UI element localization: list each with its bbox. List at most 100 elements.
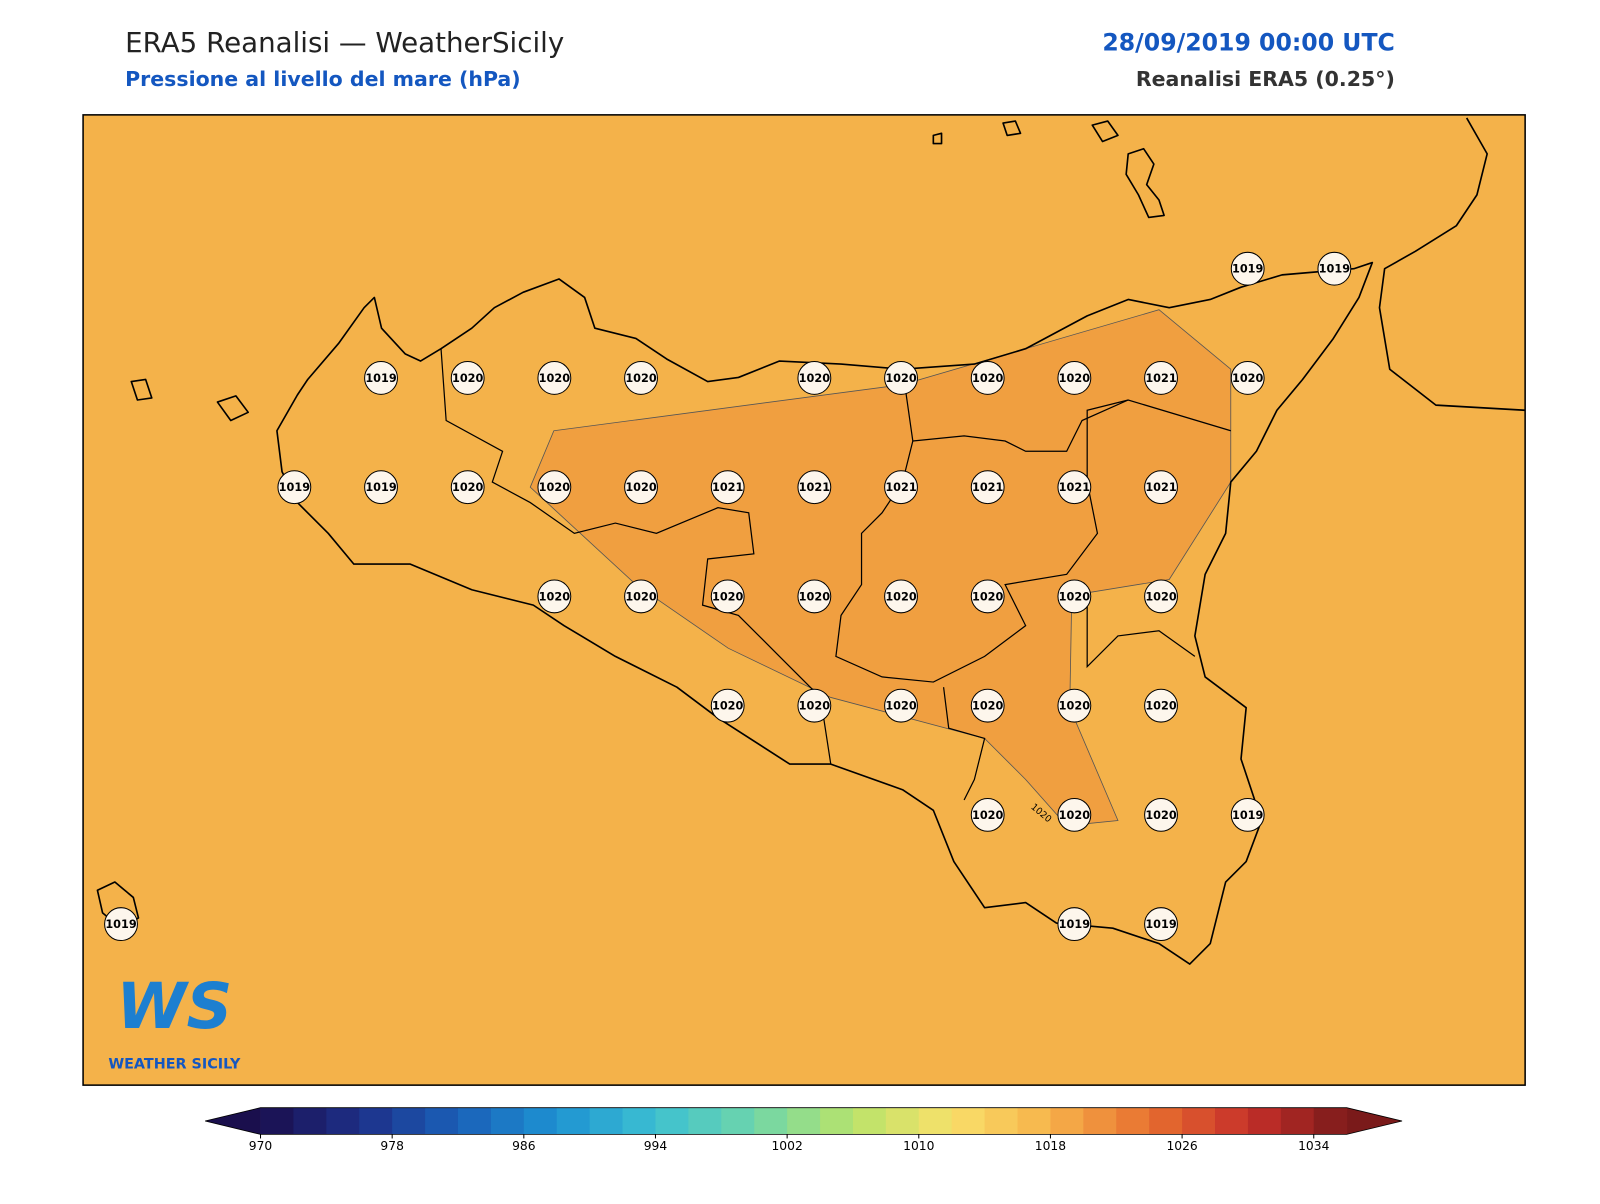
station-value: 1020 [539,481,571,494]
station-marker [1144,907,1178,942]
island [932,132,943,145]
province-border [912,399,1231,452]
island [96,881,140,930]
calabria-coast [1378,117,1526,412]
colorbar-segment [721,1107,755,1135]
colorbar-segment [787,1107,821,1135]
colorbar-tick-label: 1034 [1298,1139,1329,1153]
colorbar-tick-label: 1026 [1166,1139,1197,1153]
station-value: 1020 [799,590,831,603]
colorbar-segment [688,1107,722,1135]
station-marker [1230,361,1265,395]
colorbar-extend-low [205,1107,261,1135]
logo-mark: WS [116,969,232,1043]
station-marker [884,361,918,395]
high-pressure-region [529,309,1232,827]
colorbar-segment [1116,1107,1150,1135]
station-marker [1144,361,1178,395]
station-value: 1020 [885,590,917,603]
station-marker [797,688,832,723]
station-marker [797,470,832,505]
colorbar-segment [754,1107,788,1135]
station-value: 1021 [1145,372,1177,385]
title: ERA5 Reanalisi — WeatherSicily [125,26,564,59]
station-value: 1020 [799,372,831,385]
station-value: 1020 [625,590,657,603]
station-marker [1144,470,1178,505]
colorbar-segment [490,1107,525,1135]
station-marker [537,361,572,395]
colorbar-segment [260,1107,294,1135]
station-marker [1057,361,1092,395]
station-marker [710,470,745,505]
station-value: 1020 [452,372,484,385]
station-marker [1144,579,1178,614]
colorbar-tick-label: 1018 [1035,1139,1066,1153]
province-border [942,687,986,801]
station-marker [624,470,658,505]
island [1002,120,1022,137]
station-marker [624,579,658,614]
station-value: 1020 [1145,700,1177,713]
station-marker [970,470,1005,505]
station-marker [277,470,312,505]
station-value: 1020 [452,481,484,494]
station-marker [1144,688,1178,723]
colorbar-segment [1149,1107,1183,1135]
station-value: 1020 [1059,700,1091,713]
station-marker [1057,688,1092,723]
station-marker [1230,251,1265,286]
station-marker [1057,579,1092,614]
station-value: 1020 [539,372,571,385]
station-value: 1019 [1232,263,1264,276]
map-frame [82,114,1526,1086]
colorbar-tick-label: 1010 [903,1139,934,1153]
colorbar-segment [1313,1107,1348,1135]
station-value: 1020 [1145,809,1177,822]
station-marker [1317,251,1352,286]
colorbar-segment [885,1107,920,1135]
station-value: 1021 [972,481,1004,494]
station-marker [537,579,572,614]
station-value: 1020 [1232,372,1264,385]
station-marker [1057,470,1092,505]
subtitle: Pressione al livello del mare (hPa) [125,67,521,91]
colorbar-segment [293,1107,327,1135]
station-value: 1021 [1145,481,1177,494]
station-marker [884,688,918,723]
coastline [96,117,1526,965]
station-value: 1021 [799,481,831,494]
station-value: 1020 [972,809,1004,822]
station-value: 1021 [712,481,744,494]
colorbar-segment [1050,1107,1084,1135]
colorbar-segment [523,1107,558,1135]
logo-name: WEATHER SICILY [108,1057,241,1073]
station-marker [1144,797,1178,832]
station-marker [710,688,745,723]
colorbar-segment [359,1107,393,1135]
station-value: 1020 [1059,809,1091,822]
colorbar-segment [984,1107,1019,1135]
colorbar-tick-label: 970 [249,1139,272,1153]
station-value: 1019 [279,481,311,494]
station-value: 1020 [972,372,1004,385]
colorbar-tick-label: 994 [644,1139,668,1153]
station-value: 1020 [539,590,571,603]
colorbar-segment [1182,1107,1216,1135]
date: 28/09/2019 00:00 UTC [1102,29,1394,57]
station-marker [450,470,485,505]
station-marker [970,361,1005,395]
colorbar-segment [457,1107,492,1135]
colorbar-segment [589,1107,624,1135]
colorbar-segment [1247,1107,1282,1135]
station-value: 1019 [1145,918,1177,931]
station-marker [884,579,918,614]
station-value: 1019 [1059,918,1091,931]
colorbar-segment [918,1107,953,1135]
colorbar-tick-label: 986 [512,1139,536,1153]
station-marker [1057,797,1092,832]
station-value: 1020 [972,590,1004,603]
station-value: 1020 [625,372,657,385]
sicily-coast [276,261,1374,965]
